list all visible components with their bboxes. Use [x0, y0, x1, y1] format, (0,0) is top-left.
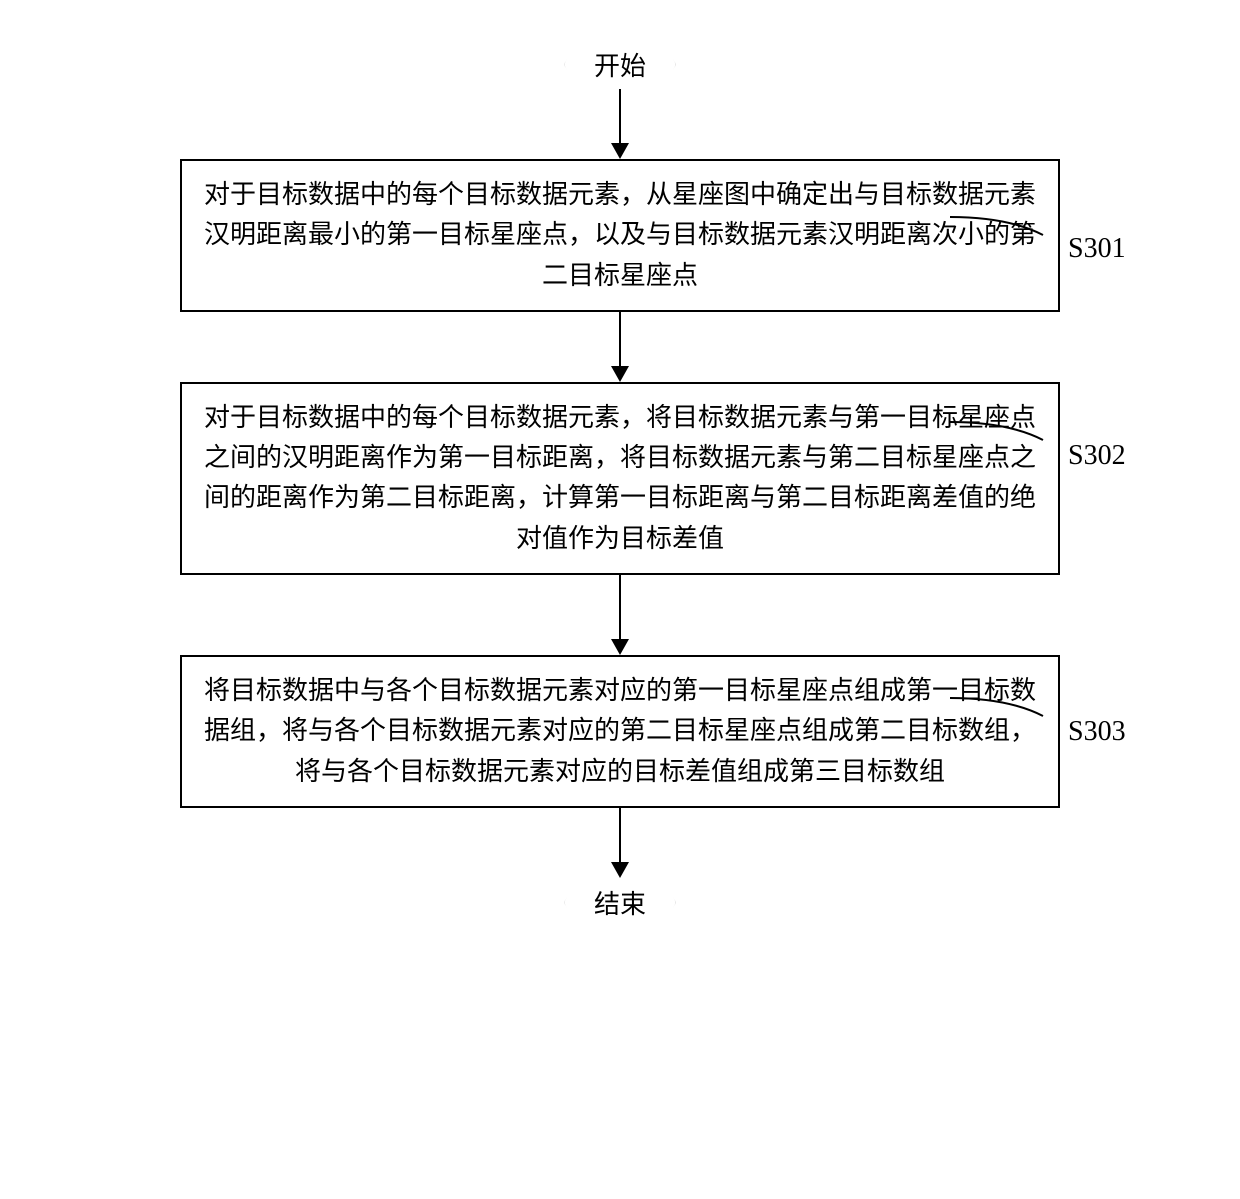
process-box-2: 对于目标数据中的每个目标数据元素，将目标数据元素与第一目标星座点之间的汉明距离作…: [180, 382, 1060, 575]
end-label: 结束: [564, 878, 676, 927]
arrow-3: [611, 575, 629, 655]
step-label-3: S303: [1068, 716, 1126, 748]
start-terminal: 开始: [564, 40, 676, 89]
step-row-3: 将目标数据中与各个目标数据元素对应的第一目标星座点组成第一目标数据组，将与各个目…: [70, 655, 1170, 808]
step-row-2: 对于目标数据中的每个目标数据元素，将目标数据元素与第一目标星座点之间的汉明距离作…: [70, 382, 1170, 575]
process-box-1: 对于目标数据中的每个目标数据元素，从星座图中确定出与目标数据元素汉明距离最小的第…: [180, 159, 1060, 312]
process-box-3: 将目标数据中与各个目标数据元素对应的第一目标星座点组成第一目标数据组，将与各个目…: [180, 655, 1060, 808]
end-terminal: 结束: [564, 878, 676, 927]
arrow-4: [611, 808, 629, 878]
step-label-2: S302: [1068, 440, 1126, 472]
start-label: 开始: [564, 40, 676, 89]
step-label-1: S301: [1068, 233, 1126, 265]
step-row-1: 对于目标数据中的每个目标数据元素，从星座图中确定出与目标数据元素汉明距离最小的第…: [70, 159, 1170, 312]
flowchart-container: 开始 对于目标数据中的每个目标数据元素，从星座图中确定出与目标数据元素汉明距离最…: [70, 40, 1170, 927]
arrow-1: [611, 89, 629, 159]
arrow-2: [611, 312, 629, 382]
